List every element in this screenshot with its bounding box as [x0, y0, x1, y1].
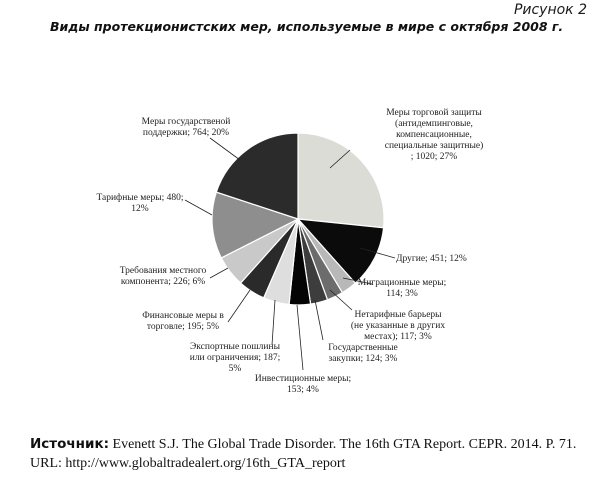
chart-title: Виды протекционистских мер, используемые…: [50, 19, 564, 34]
slice-label: Нетарифные барьеры (не указанные в других…: [351, 309, 445, 342]
slice-label: Миграционные меры; 114; 3%: [358, 278, 446, 299]
slice-label: Государственные закупки; 124; 3%: [328, 343, 397, 364]
leader-line: [209, 267, 229, 279]
leader-line: [227, 289, 251, 323]
slice-label: Меры государственой поддержки; 764; 20%: [142, 116, 231, 138]
leader-line: [342, 277, 373, 285]
leader-line: [296, 304, 304, 371]
pie-slice: [215, 132, 299, 220]
source-text: Evenett S.J. The Global Trade Disorder. …: [30, 437, 577, 471]
source-prefix: Источник:: [30, 436, 110, 452]
pie-chart: Меры торговой защиты (антидемпинговые, ком…: [96, 107, 483, 395]
slice-label: Другие; 451; 12%: [396, 254, 467, 264]
leader-line: [329, 149, 351, 169]
leader-line: [359, 247, 396, 259]
source-note: Источник: Evenett S.J. The Global Trade …: [30, 435, 590, 473]
slice-label: Меры торговой защиты (антидемпинговые, ком…: [385, 107, 483, 162]
slice-label: Экспортные пошлины или ограничения; 187; 5…: [190, 342, 281, 374]
slice-label: Требования местного компонента; 226; 6%: [120, 265, 207, 287]
figure-label: Рисунок 2: [513, 2, 587, 18]
pie-slice: [296, 218, 385, 284]
slice-label: Тарифные меры; 480; 12%: [96, 192, 183, 214]
leader-line: [209, 137, 241, 161]
slice-label: Финансовые меры в торговле; 195; 5%: [142, 311, 224, 332]
pie-slice: [297, 132, 385, 229]
leader-line: [271, 299, 276, 346]
leader-line: [184, 199, 213, 216]
leader-line: [329, 289, 353, 311]
pie-slice: [211, 191, 300, 259]
leader-line: [314, 299, 324, 341]
slice-label: Инвестиционные меры; 153; 4%: [255, 374, 351, 395]
